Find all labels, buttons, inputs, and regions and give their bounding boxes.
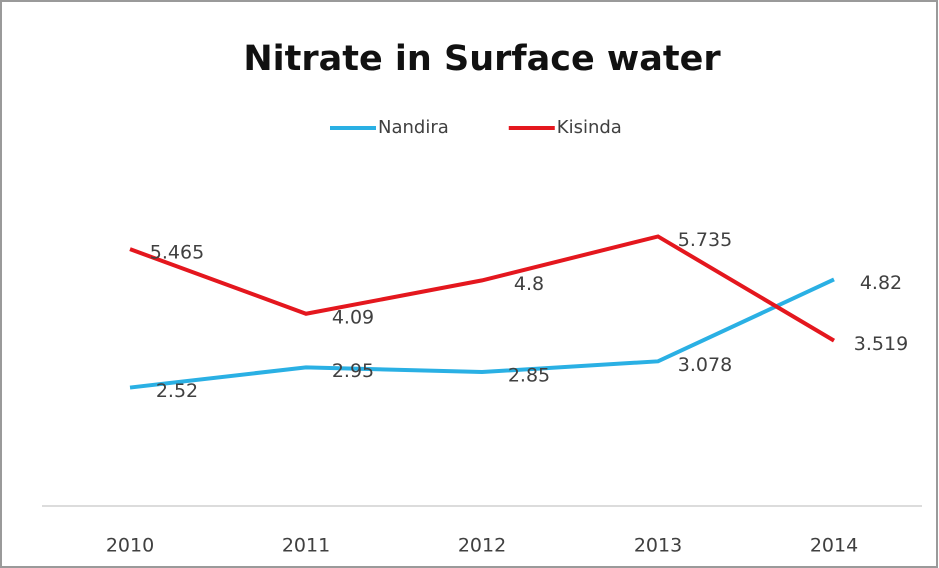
- data-label: 3.519: [854, 333, 908, 355]
- data-label: 4.8: [514, 273, 544, 295]
- x-tick-label: 2014: [810, 535, 858, 557]
- data-label: 4.09: [332, 306, 374, 328]
- series-line: [129, 277, 835, 390]
- chart-title: Nitrate in Surface water: [243, 39, 721, 79]
- data-label: 2.52: [156, 380, 198, 402]
- data-label: 2.85: [508, 365, 550, 387]
- data-label: 5.465: [150, 242, 204, 264]
- series-line: [129, 234, 836, 343]
- data-label: 4.82: [860, 272, 902, 294]
- data-label: 5.735: [678, 229, 732, 251]
- data-label: 3.078: [678, 354, 732, 376]
- legend-label: Nandira: [378, 117, 449, 138]
- data-label: 2.95: [332, 360, 374, 382]
- x-tick-label: 2013: [634, 535, 682, 557]
- x-tick-label: 2011: [282, 535, 330, 557]
- x-tick-label: 2012: [458, 535, 506, 557]
- x-tick-label: 2010: [106, 535, 154, 557]
- legend-label: Kisinda: [557, 117, 622, 138]
